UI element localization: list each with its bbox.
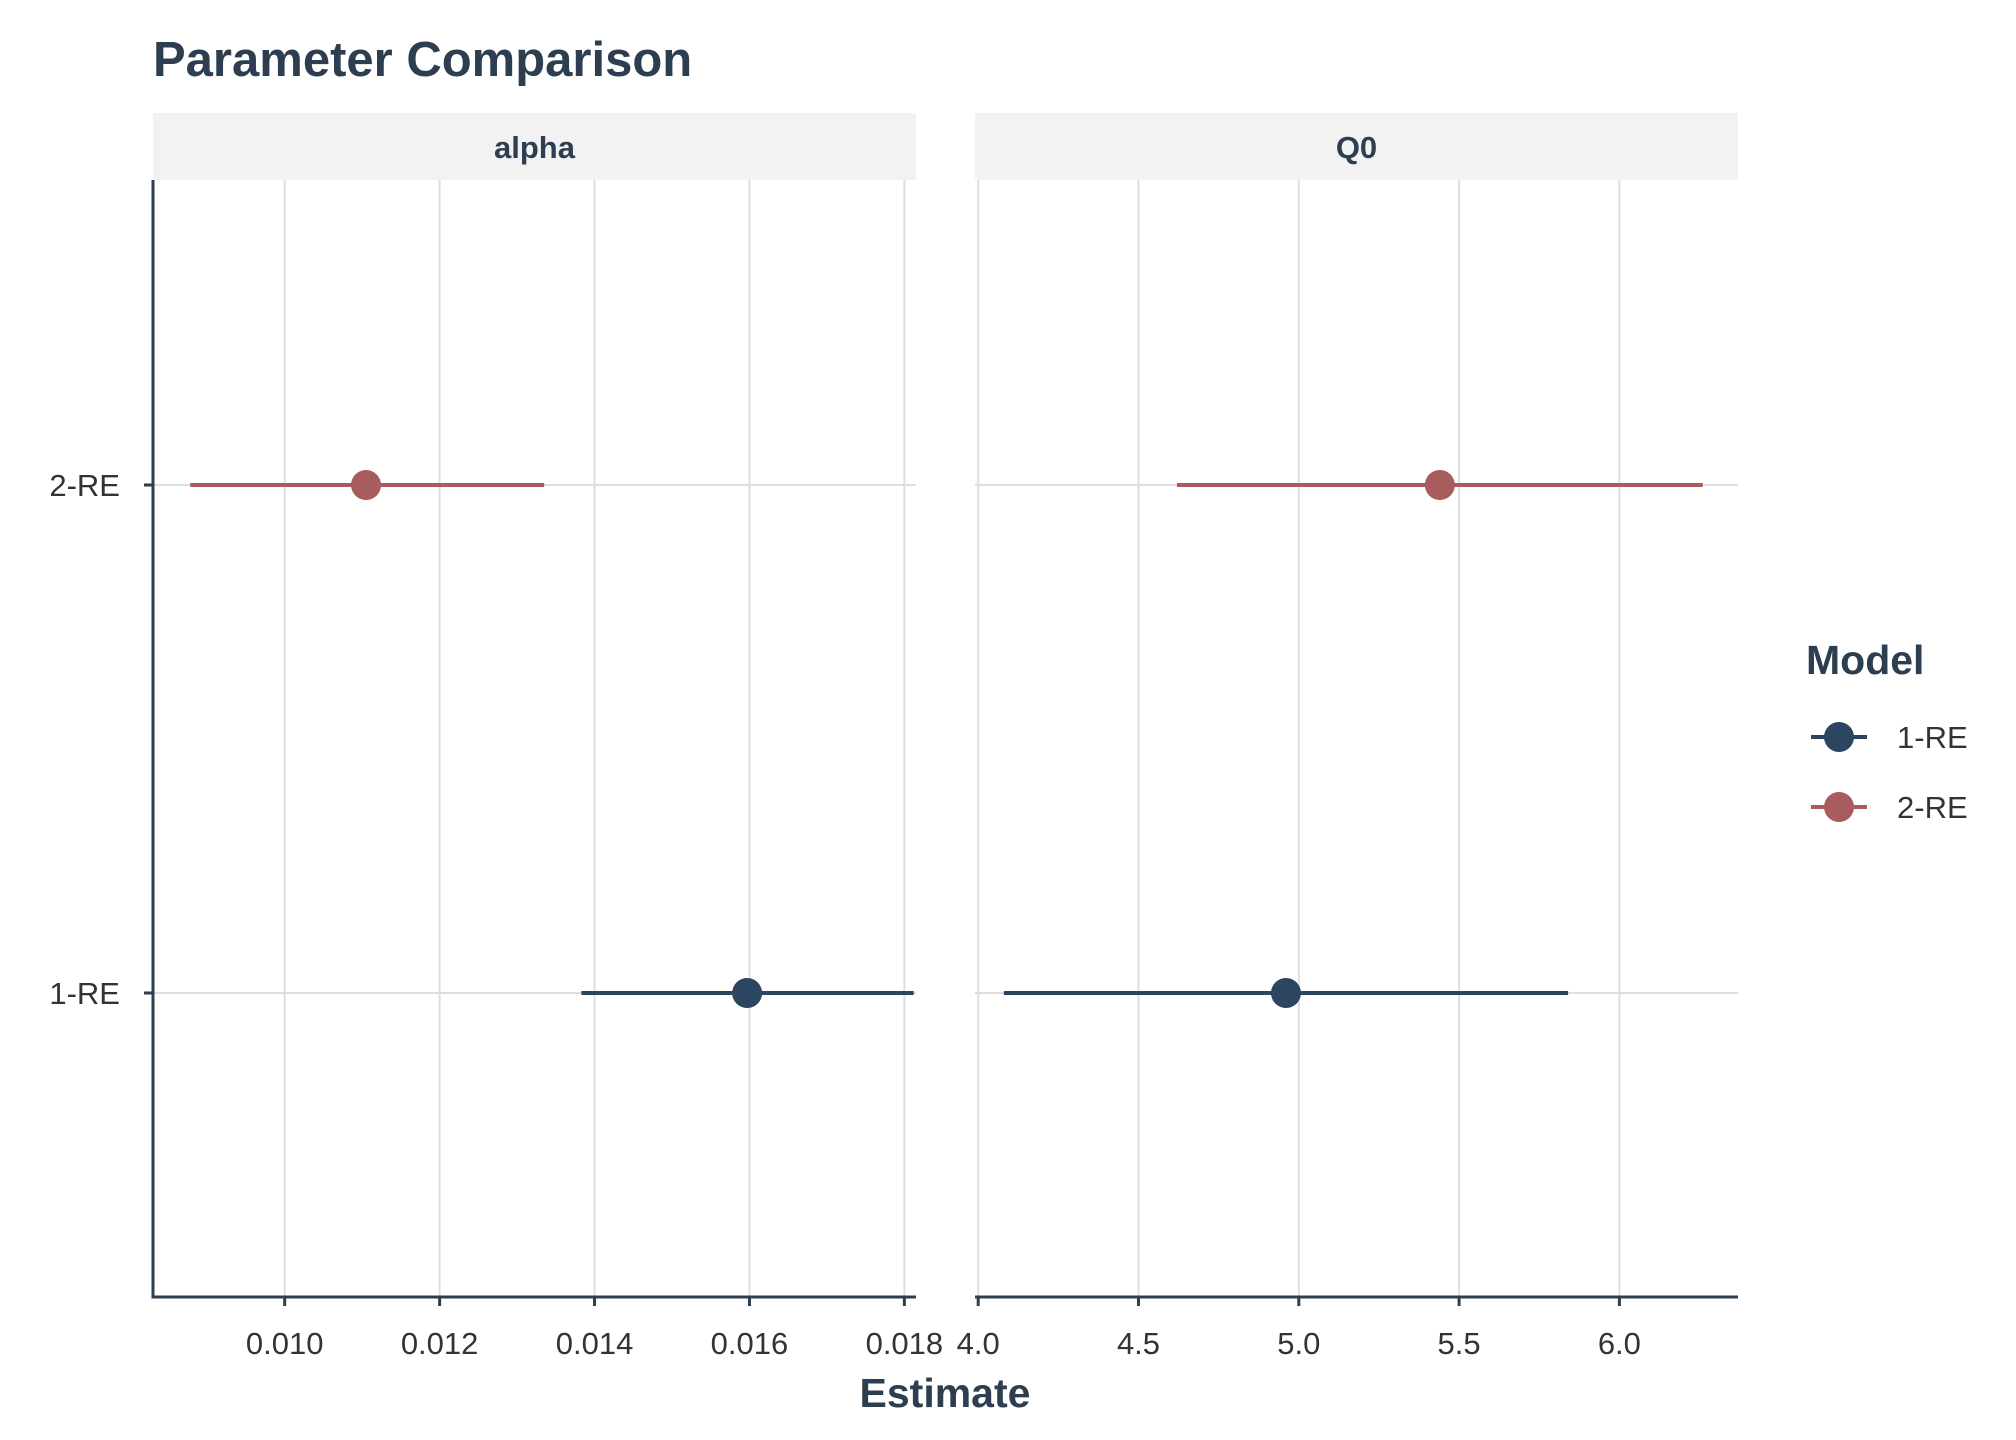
x-tick-label: 6.0 <box>1598 1326 1641 1361</box>
x-tick-label: 5.0 <box>1277 1326 1320 1361</box>
x-tick-label: 4.0 <box>957 1326 1000 1361</box>
estimate-point-1-re <box>1270 978 1301 1008</box>
facet-strip <box>153 113 916 180</box>
y-tick-label: 2-RE <box>49 468 120 503</box>
facet-panel-q0: Q0 4.0 4.5 5.0 5.5 6.0 <box>957 113 1738 1361</box>
legend-title: Model <box>1806 637 1924 683</box>
x-tick-label: 0.016 <box>711 1326 789 1361</box>
legend: Model 1-RE 2-RE <box>1806 637 1968 825</box>
x-axis-title: Estimate <box>860 1370 1031 1416</box>
facet-strip-label: Q0 <box>1336 130 1377 165</box>
estimate-point-1-re <box>732 978 763 1008</box>
chart-title: Parameter Comparison <box>153 33 692 87</box>
facet-panel-alpha: alpha 0.010 0.012 0.014 0.016 0.018 <box>153 113 943 1361</box>
estimate-point-2-re <box>351 470 382 500</box>
facet-strip <box>975 113 1738 180</box>
legend-label: 1-RE <box>1897 720 1968 755</box>
legend-label: 2-RE <box>1897 790 1968 825</box>
y-axis: 2-RE 1-RE <box>49 180 155 1299</box>
legend-key-point <box>1824 792 1854 822</box>
x-tick-label: 0.014 <box>556 1326 634 1361</box>
y-tick-label: 1-RE <box>49 976 120 1011</box>
x-tick-label: 0.018 <box>866 1326 944 1361</box>
facet-panels: alpha 0.010 0.012 0.014 0.016 0.018 Q0 4.0 4.5 5.… <box>153 113 1738 1361</box>
facet-strip-label: alpha <box>494 130 576 165</box>
legend-key-point <box>1824 722 1854 752</box>
x-tick-label: 0.012 <box>401 1326 479 1361</box>
x-tick-label: 5.5 <box>1438 1326 1481 1361</box>
estimate-point-2-re <box>1424 470 1455 500</box>
x-tick-label: 0.010 <box>246 1326 324 1361</box>
x-tick-label: 4.5 <box>1117 1326 1160 1361</box>
